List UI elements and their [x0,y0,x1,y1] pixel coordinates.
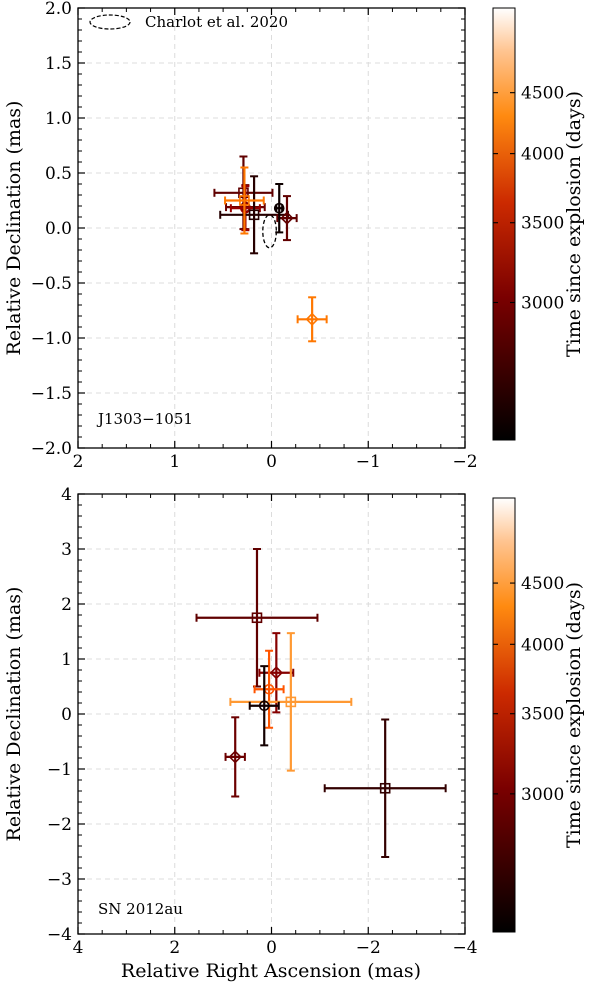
colorbar-tick-label: 4500 [521,574,564,594]
x-tick-label: 4 [73,938,84,958]
marker-diamond [228,750,242,764]
colorbar-tick-label: 4500 [521,84,564,104]
data-point [296,296,328,343]
y-tick-label: −1 [47,760,72,780]
colorbar-tick-label: 3000 [521,294,564,314]
y-tick-label: 4 [61,485,72,505]
x-tick-label: −2 [452,452,477,472]
colorbar-tick-label: 4000 [521,635,564,655]
x-tick-label: −4 [452,938,477,958]
y-tick-label: 1.5 [45,54,72,74]
panel-annotation: J1303−1051 [96,410,193,428]
marker-circle [273,202,285,214]
marker-diamond [305,312,319,326]
x-tick-label: −1 [356,452,381,472]
y-tick-label: 0.5 [45,164,72,184]
y-tick-label: 0 [61,705,72,725]
y-tick-label: −3 [47,870,72,890]
data-point [253,649,285,729]
data-point [276,195,298,242]
x-tick-label: 2 [73,452,84,472]
x-tick-label: −2 [356,938,381,958]
legend: Charlot et al. 2020 [89,13,288,31]
colorbar-label: Time since explosion (days) [563,91,585,357]
x-tick-label: 2 [169,938,180,958]
y-tick-label: 2 [61,595,72,615]
marker-diamond [280,211,294,225]
data-point [195,548,319,688]
x-tick-label: 0 [266,938,277,958]
y-axis-title: Relative Declination (mas) [3,101,25,356]
colorbar-tick-label: 3000 [521,785,564,805]
y-tick-label: 1 [61,650,72,670]
reference-ellipse [262,214,277,249]
colorbar-tick-label: 3500 [521,705,564,725]
marker-square [379,782,391,794]
colorbar-tick-label: 4000 [521,145,564,165]
y-tick-label: 0.0 [45,219,72,239]
legend-ellipse-icon [89,14,131,30]
colorbar-tick-label: 3500 [521,214,564,234]
y-tick-label: −0.5 [31,274,72,294]
colorbar-label: Time since explosion (days) [563,582,585,848]
y-tick-label: 1.0 [45,109,72,129]
x-tick-label: 0 [266,452,277,472]
panel-sn2012au: 4 2 0 −2 −4 −4 −3 −2 −1 0 1 2 3 4 SN 2012au Relative … [3,485,478,982]
marker-diamond [269,666,283,680]
data-point [248,665,280,747]
y-tick-label: −1.5 [31,384,72,404]
marker-square [285,696,297,708]
y-tick-label: −2.0 [31,439,72,459]
data-point [323,718,447,858]
colorbar-top: 3000 3500 4000 4500 Time since explosion (d… [492,7,585,441]
colorbar-bottom: 3000 3500 4000 4500 Time since explosion (d… [492,497,585,933]
marker-square [239,195,250,206]
x-tick-label: 1 [169,452,180,472]
y-tick-label: −1.0 [31,329,72,349]
y-tick-label: 2.0 [45,0,72,19]
marker-square [248,209,260,221]
data-point [224,166,265,235]
y-axis-title: Relative Declination (mas) [3,587,25,842]
data-point [224,716,246,798]
marker-circle [258,700,270,712]
marker-square [251,612,263,624]
panel-j1303: 2 1 0 −1 −2 −2.0 −1.5 −1.0 −0.5 0.0 0.5 1.0 1.5 2.0 C… [3,0,478,472]
data-point [273,183,285,234]
y-tick-label: −2 [47,815,72,835]
panel-annotation: SN 2012au [98,900,183,918]
x-axis-title: Relative Right Ascension (mas) [121,960,421,982]
legend-label: Charlot et al. 2020 [145,13,288,31]
y-tick-label: 3 [61,540,72,560]
y-tick-label: −4 [47,925,72,945]
